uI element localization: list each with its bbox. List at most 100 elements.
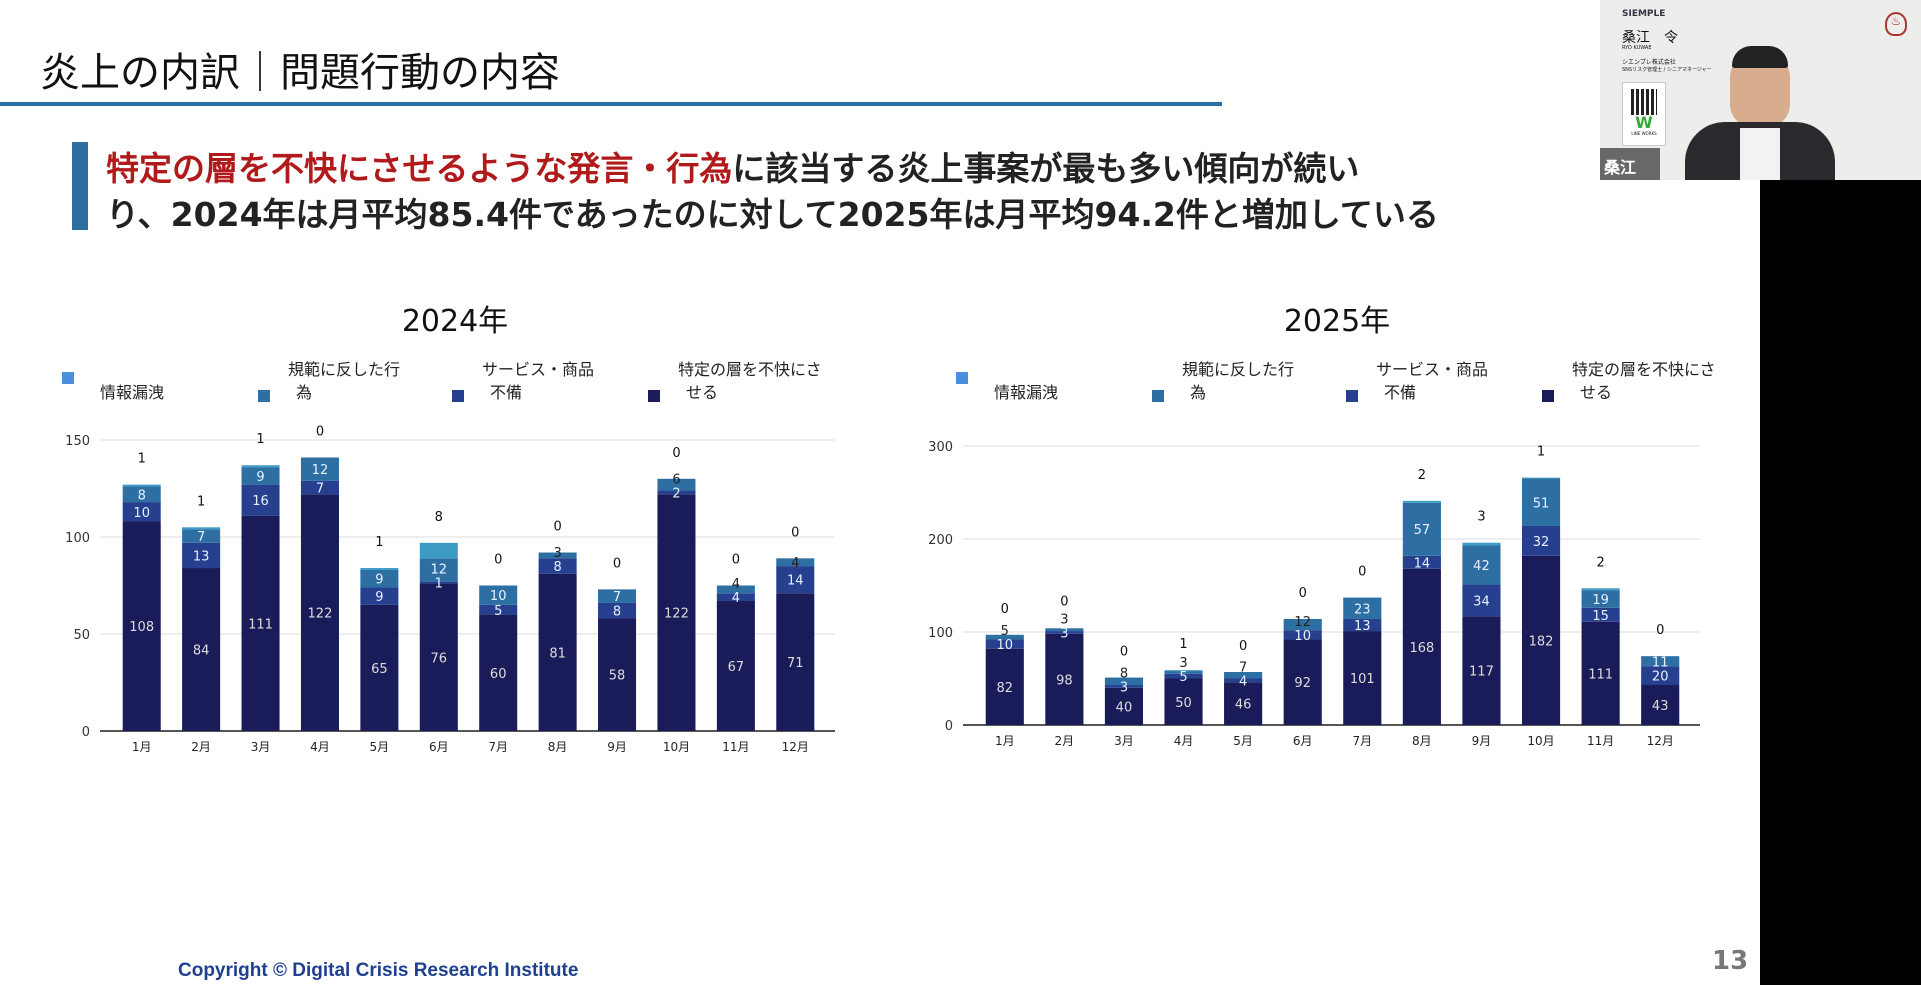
bar-segment <box>538 558 577 574</box>
bar-segment <box>360 604 399 731</box>
x-tick-label: 5月 <box>370 740 390 754</box>
bar-segment <box>1045 633 1084 725</box>
copyright: Copyright © Digital Crisis Research Inst… <box>178 960 579 981</box>
bar-value-label: 12 <box>312 463 329 478</box>
bar-top-label: 0 <box>1299 586 1307 601</box>
bar-top-label: 1 <box>256 432 264 447</box>
bar-value-label: 76 <box>431 651 448 666</box>
bar-segment <box>1402 568 1441 725</box>
legend-swatch <box>956 372 968 384</box>
bar-value-label: 5 <box>494 604 502 619</box>
bar-top-label: 0 <box>672 446 680 461</box>
x-tick-label: 3月 <box>1114 734 1134 748</box>
bar-segment <box>1164 670 1203 672</box>
bar-value-label: 8 <box>613 605 621 620</box>
bar-segment <box>985 639 1024 649</box>
bar-top-label: 1 <box>1537 445 1545 460</box>
bar-segment <box>419 583 458 731</box>
bar-segment <box>1104 685 1144 688</box>
x-tick-label: 2月 <box>191 740 211 754</box>
bar-segment <box>182 542 221 569</box>
bar-segment <box>776 593 815 731</box>
x-tick-label: 5月 <box>1233 734 1253 748</box>
bar-value-label: 23 <box>1354 602 1371 617</box>
bar-value-label: 111 <box>1588 667 1613 682</box>
legend-label: せる <box>686 383 718 402</box>
bar-segment <box>419 542 458 559</box>
lead-highlight: 特定の層を不快にさせるような発言・行為 <box>106 149 733 188</box>
bar-value-label: 14 <box>1414 556 1431 571</box>
bar-segment <box>1581 590 1620 608</box>
bar-segment <box>241 515 280 731</box>
bar-segment <box>419 581 458 584</box>
bar-segment <box>122 502 161 522</box>
line-works-logo-icon: W <box>1635 113 1653 132</box>
bar-value-label: 7 <box>197 530 205 545</box>
legend-swatch <box>648 390 660 402</box>
bar-segment <box>1462 545 1501 585</box>
bar-value-label: 108 <box>129 620 154 635</box>
bar-segment <box>241 467 280 485</box>
x-tick-label: 4月 <box>310 740 330 754</box>
black-margin <box>1760 180 1921 985</box>
bar-top-label: 1 <box>138 452 146 467</box>
bar-segment <box>1283 618 1322 631</box>
bar-segment <box>122 521 161 731</box>
bar-top-label: 0 <box>1120 645 1128 660</box>
bar-value-label: 5 <box>1001 624 1009 639</box>
bar-value-label: 4 <box>791 556 799 571</box>
bar-segment <box>1521 525 1561 556</box>
bar-value-label: 3 <box>553 546 561 561</box>
y-tick-label: 150 <box>65 434 90 449</box>
bar-segment <box>1283 639 1322 725</box>
lead-text-line2: り、2024年は月平均85.4件であったのに対して2025年は月平均94.2件と… <box>106 195 1439 234</box>
bar-value-label: 111 <box>248 617 273 632</box>
bar-value-label: 12 <box>431 563 448 578</box>
bar-value-label: 40 <box>1116 700 1133 715</box>
bar-value-label: 2 <box>672 486 680 501</box>
bar-value-label: 7 <box>613 590 621 605</box>
qr-code-icon <box>1631 89 1657 115</box>
bar-value-label: 46 <box>1235 698 1252 713</box>
bar-segment <box>657 494 696 731</box>
legend-label: 為 <box>1190 383 1206 402</box>
bar-segment <box>241 484 280 516</box>
y-tick-label: 100 <box>928 626 953 641</box>
bar-value-label: 1 <box>435 577 443 592</box>
bar-value-label: 8 <box>553 560 561 575</box>
bar-segment <box>776 558 815 567</box>
bar-segment <box>182 529 221 543</box>
legend-label: サービス・商品 <box>482 360 594 379</box>
y-tick-label: 200 <box>928 533 953 548</box>
speaker-video: SIEMPLE 桑江 令 RYO KUWAE シエンプレ株式会社 SNSリスク管… <box>1600 0 1921 180</box>
bar-top-label: 0 <box>791 525 799 540</box>
bar-value-label: 82 <box>997 681 1014 696</box>
bar-top-label: 2 <box>1418 468 1426 483</box>
legend-label: 情報漏洩 <box>100 383 164 402</box>
bar-value-label: 65 <box>371 662 388 677</box>
qr-card: W LINE WORKS <box>1622 82 1666 146</box>
qr-label: LINE WORKS <box>1631 131 1657 136</box>
bar-value-label: 4 <box>1239 674 1247 689</box>
bar-segment <box>122 486 161 503</box>
legend-label: 規範に反した行 <box>288 360 400 379</box>
bar-value-label: 11 <box>1652 655 1669 670</box>
bar-value-label: 3 <box>1060 612 1068 627</box>
bar-value-label: 10 <box>997 638 1014 653</box>
bar-segment <box>360 587 399 605</box>
video-brand: SIEMPLE <box>1622 9 1666 19</box>
bar-segment <box>1283 630 1322 640</box>
bar-value-label: 10 <box>133 506 150 521</box>
x-tick-label: 10月 <box>663 740 690 754</box>
bar-segment <box>1104 677 1144 686</box>
bar-segment <box>598 589 637 603</box>
x-tick-label: 4月 <box>1174 734 1194 748</box>
bar-value-label: 117 <box>1469 665 1494 680</box>
bar-segment <box>1521 555 1561 725</box>
bar-value-label: 6 <box>672 472 680 487</box>
bar-value-label: 8 <box>1120 666 1128 681</box>
bar-segment <box>1045 628 1084 632</box>
bar-segment <box>1521 478 1561 526</box>
legend-swatch <box>1152 390 1164 402</box>
bar-value-label: 9 <box>375 590 383 605</box>
